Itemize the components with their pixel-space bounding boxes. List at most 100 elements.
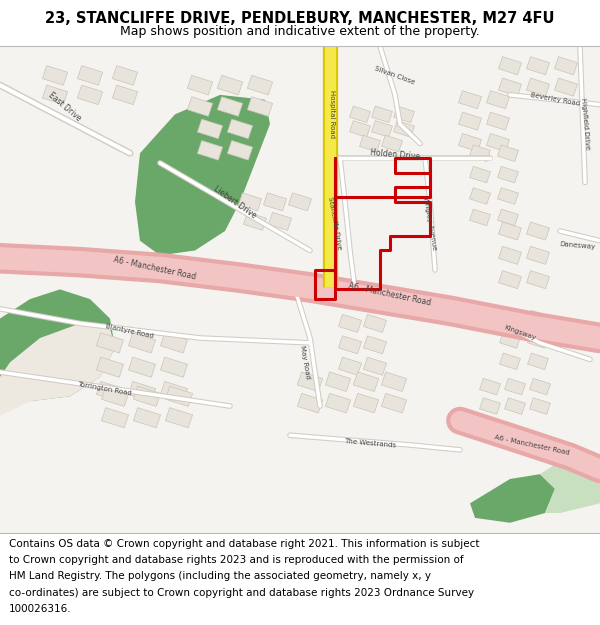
Bar bbox=[101, 408, 128, 428]
Bar bbox=[382, 393, 407, 413]
Bar bbox=[97, 357, 124, 377]
Bar bbox=[527, 353, 548, 369]
Bar bbox=[470, 209, 490, 226]
Bar bbox=[371, 106, 392, 123]
Bar bbox=[325, 372, 350, 391]
Bar bbox=[197, 119, 223, 139]
Bar bbox=[160, 357, 188, 377]
Bar bbox=[187, 76, 212, 95]
Bar bbox=[487, 134, 509, 151]
Bar bbox=[394, 121, 415, 137]
Bar bbox=[77, 66, 103, 85]
Bar bbox=[197, 141, 223, 160]
Bar bbox=[128, 381, 155, 402]
Text: Stancliffe Drive: Stancliffe Drive bbox=[328, 196, 343, 250]
Bar bbox=[479, 378, 500, 395]
Bar bbox=[526, 246, 550, 264]
Bar bbox=[268, 213, 292, 231]
Bar bbox=[227, 141, 253, 160]
Text: The Westrands: The Westrands bbox=[344, 438, 396, 448]
Bar bbox=[458, 91, 482, 109]
Bar bbox=[505, 398, 526, 414]
Bar bbox=[43, 85, 68, 104]
Bar bbox=[353, 393, 379, 413]
Bar bbox=[497, 188, 518, 204]
Bar bbox=[487, 112, 509, 130]
Bar bbox=[359, 135, 380, 152]
Bar bbox=[364, 314, 386, 332]
Bar bbox=[499, 57, 521, 75]
Bar bbox=[244, 213, 266, 231]
Bar bbox=[247, 97, 272, 116]
Polygon shape bbox=[0, 46, 600, 532]
Polygon shape bbox=[470, 474, 555, 522]
Bar bbox=[298, 393, 323, 413]
Bar bbox=[500, 332, 520, 348]
Text: A6 - Manchester Road: A6 - Manchester Road bbox=[113, 255, 197, 281]
Bar bbox=[500, 353, 520, 369]
Bar bbox=[97, 332, 124, 353]
Bar bbox=[350, 106, 370, 123]
Bar bbox=[499, 222, 521, 240]
Text: 100026316.: 100026316. bbox=[9, 604, 71, 614]
Bar bbox=[112, 66, 137, 85]
Bar bbox=[554, 57, 578, 75]
Bar bbox=[350, 121, 370, 137]
Bar bbox=[479, 398, 500, 414]
Bar bbox=[364, 357, 386, 375]
Polygon shape bbox=[135, 95, 270, 256]
Bar bbox=[166, 386, 193, 406]
Bar bbox=[526, 222, 550, 240]
Text: HM Land Registry. The polygons (including the associated geometry, namely x, y: HM Land Registry. The polygons (includin… bbox=[9, 571, 431, 581]
Text: Silvan Close: Silvan Close bbox=[374, 66, 416, 86]
Bar bbox=[497, 166, 518, 183]
Bar bbox=[499, 271, 521, 289]
Bar bbox=[238, 193, 262, 211]
Text: Kingsway: Kingsway bbox=[503, 324, 536, 342]
Bar bbox=[43, 66, 68, 85]
Bar bbox=[470, 188, 490, 204]
Text: Highfield Drive: Highfield Drive bbox=[580, 98, 590, 150]
Bar bbox=[166, 408, 193, 428]
Bar bbox=[338, 357, 362, 375]
Bar bbox=[458, 134, 482, 151]
Bar bbox=[112, 85, 137, 104]
Bar bbox=[382, 135, 403, 152]
Bar bbox=[526, 57, 550, 75]
Bar bbox=[160, 332, 188, 353]
Bar bbox=[487, 91, 509, 109]
Bar bbox=[364, 336, 386, 354]
Text: May Road: May Road bbox=[299, 345, 311, 379]
Bar bbox=[97, 381, 124, 402]
Bar bbox=[527, 310, 548, 327]
Bar bbox=[227, 119, 253, 139]
Bar bbox=[458, 112, 482, 130]
Text: Map shows position and indicative extent of the property.: Map shows position and indicative extent… bbox=[120, 25, 480, 38]
Text: Blantyre Road: Blantyre Road bbox=[106, 323, 155, 339]
Text: Wrigley Avenue: Wrigley Avenue bbox=[422, 196, 437, 251]
Text: Liebert Drive: Liebert Drive bbox=[212, 184, 258, 220]
Bar bbox=[394, 106, 415, 123]
Text: A6 - Manchester Road: A6 - Manchester Road bbox=[348, 281, 432, 308]
Bar bbox=[505, 378, 526, 395]
Bar bbox=[247, 76, 272, 95]
Text: Torrington Road: Torrington Road bbox=[77, 381, 133, 396]
Bar bbox=[371, 121, 392, 137]
Bar bbox=[526, 271, 550, 289]
Text: 23, STANCLIFFE DRIVE, PENDLEBURY, MANCHESTER, M27 4FU: 23, STANCLIFFE DRIVE, PENDLEBURY, MANCHE… bbox=[45, 11, 555, 26]
Bar bbox=[500, 310, 520, 327]
Bar bbox=[187, 97, 212, 116]
Bar bbox=[338, 336, 362, 354]
Bar bbox=[128, 357, 155, 377]
Polygon shape bbox=[0, 289, 115, 401]
Bar bbox=[470, 166, 490, 183]
Bar bbox=[499, 246, 521, 264]
Bar bbox=[77, 85, 103, 104]
Bar bbox=[554, 78, 578, 96]
Bar bbox=[160, 381, 188, 402]
Text: Holden Drive: Holden Drive bbox=[370, 149, 420, 162]
Text: Hospital Road: Hospital Road bbox=[329, 91, 335, 138]
Text: Contains OS data © Crown copyright and database right 2021. This information is : Contains OS data © Crown copyright and d… bbox=[9, 539, 479, 549]
Bar bbox=[382, 372, 407, 391]
Bar bbox=[133, 408, 161, 428]
